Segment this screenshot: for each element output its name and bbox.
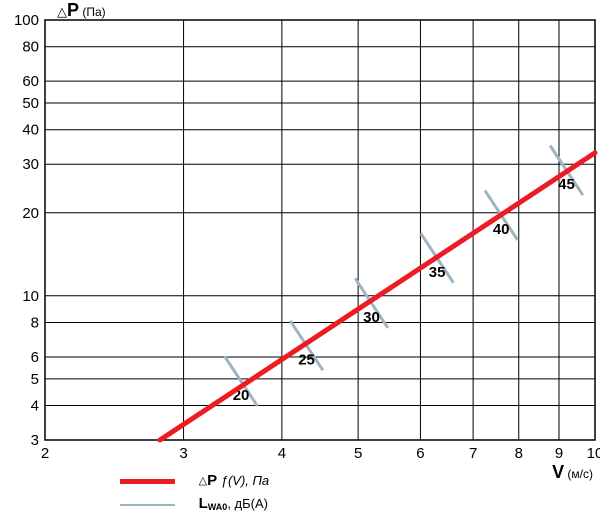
- svg-text:5: 5: [31, 371, 39, 388]
- legend-pre-1: △: [199, 475, 207, 487]
- svg-text:35: 35: [429, 264, 446, 281]
- legend-swatch-blue: [120, 504, 175, 506]
- svg-text:30: 30: [363, 309, 380, 326]
- svg-text:10: 10: [587, 445, 600, 462]
- legend-bold-2: L: [199, 495, 208, 512]
- svg-text:40: 40: [22, 122, 39, 139]
- svg-text:4: 4: [278, 445, 286, 462]
- legend-sub-2: WA0: [208, 502, 228, 512]
- legend-rest-2: , дБ(А): [227, 496, 268, 511]
- svg-text:6: 6: [416, 445, 424, 462]
- legend-rest-1: ƒ(V), Па: [217, 473, 269, 488]
- svg-text:9: 9: [555, 445, 563, 462]
- svg-text:△P (Па): △P (Па): [57, 0, 106, 20]
- svg-text:4: 4: [31, 398, 39, 415]
- svg-text:40: 40: [493, 221, 510, 238]
- chart-svg: 2345678910345681020304050608010020253035…: [0, 0, 600, 519]
- svg-text:7: 7: [469, 445, 477, 462]
- svg-text:10: 10: [22, 288, 39, 305]
- svg-text:8: 8: [515, 445, 523, 462]
- legend-bold-1: P: [207, 472, 217, 489]
- svg-text:8: 8: [31, 315, 39, 332]
- svg-text:80: 80: [22, 39, 39, 56]
- svg-text:V (м/с): V (м/с): [552, 462, 593, 482]
- legend-item-lwa: LWA0, дБ(А): [120, 495, 268, 512]
- svg-text:5: 5: [354, 445, 362, 462]
- svg-text:6: 6: [31, 349, 39, 366]
- svg-text:2: 2: [41, 445, 49, 462]
- svg-text:3: 3: [31, 432, 39, 449]
- chart-container: 2345678910345681020304050608010020253035…: [0, 0, 600, 519]
- legend-item-dp: △P ƒ(V), Па: [120, 472, 269, 489]
- svg-text:50: 50: [22, 95, 39, 112]
- svg-text:25: 25: [298, 351, 315, 368]
- svg-text:60: 60: [22, 73, 39, 90]
- svg-text:45: 45: [558, 176, 575, 193]
- legend-swatch-red: [120, 479, 175, 484]
- svg-text:20: 20: [22, 205, 39, 222]
- svg-text:30: 30: [22, 156, 39, 173]
- svg-text:100: 100: [14, 12, 39, 29]
- svg-text:3: 3: [179, 445, 187, 462]
